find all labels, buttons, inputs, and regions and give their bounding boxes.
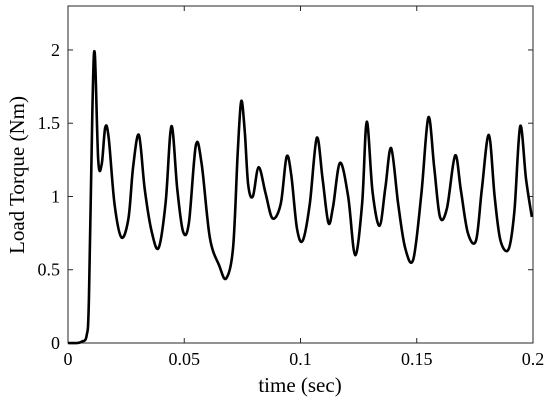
y-tick-label: 1 [51,186,60,206]
series-line [67,49,534,345]
y-tick-label: 1.5 [38,113,61,133]
x-axis-ticks: 0 0.05 0.1 0.15 0.2 [64,6,545,369]
x-axis-label: time (sec) [258,373,341,397]
x-tick-label: 0.1 [289,349,312,369]
x-tick-label: 0.15 [401,349,433,369]
plot-area [67,5,534,344]
y-axis-label: Load Torque (Nm) [5,96,29,254]
y-tick-label: 2 [51,40,60,60]
y-tick-label: 0 [51,333,60,353]
y-axis-ticks: 0 0.5 1 1.5 2 [38,40,533,353]
x-tick-label: 0.2 [522,349,545,369]
y-tick-label: 0.5 [38,260,61,280]
x-tick-label: 0.05 [169,349,201,369]
x-tick-label: 0 [64,349,73,369]
series-layer [67,49,534,345]
